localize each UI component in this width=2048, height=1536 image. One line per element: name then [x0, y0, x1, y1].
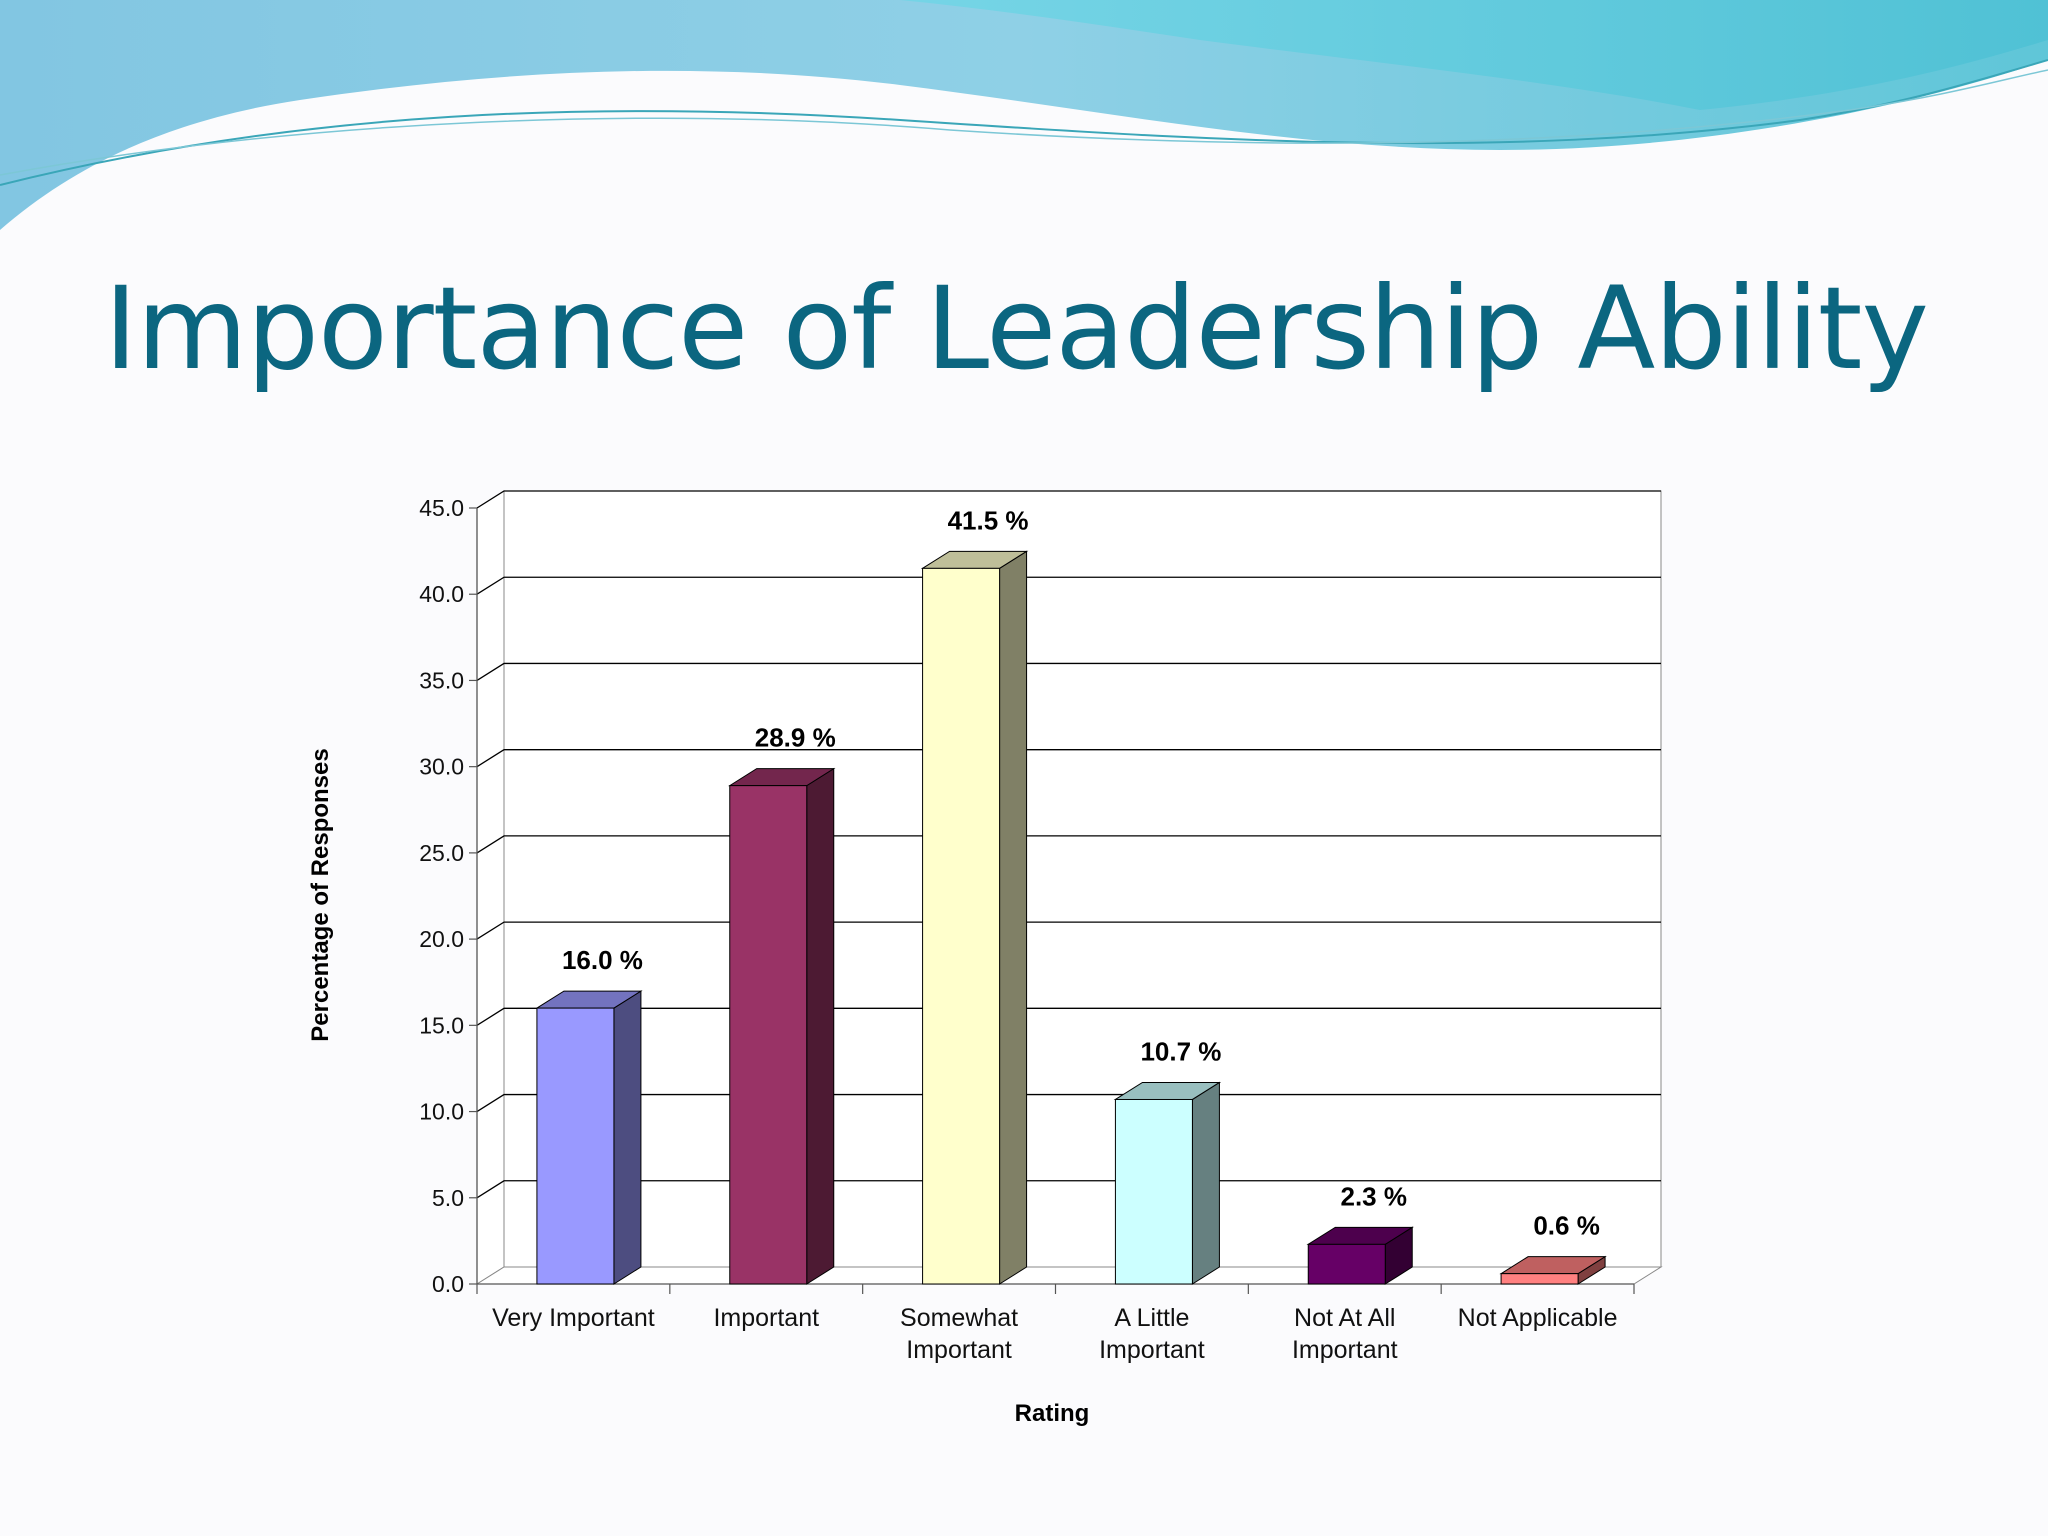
data-label: 16.0 %	[562, 945, 643, 975]
gridline	[476, 576, 1661, 595]
chart-back-wall	[503, 490, 1662, 1268]
bar-front	[536, 1007, 615, 1285]
bar-front	[922, 567, 1001, 1285]
x-category-label: Not Applicable	[1458, 1304, 1618, 1332]
gridline	[476, 921, 1661, 940]
x-category-label: Not At All	[1294, 1304, 1395, 1332]
chart-side-wall	[476, 490, 505, 1285]
bar	[920, 550, 1029, 1285]
y-tick-label: 5.0	[432, 1185, 464, 1211]
gridline	[476, 1007, 1661, 1026]
chart-floor	[475, 1266, 1663, 1285]
data-label: 10.7 %	[1140, 1036, 1221, 1066]
y-tick-label: 20.0	[419, 926, 464, 952]
x-category-label: Important	[1292, 1336, 1398, 1364]
bar	[535, 990, 643, 1285]
y-tick-label: 0.0	[432, 1271, 464, 1297]
y-axis-title: Percentage of Responses	[307, 748, 334, 1041]
bar	[728, 767, 836, 1285]
x-category-label: Very Important	[492, 1304, 655, 1332]
y-tick-label: 30.0	[419, 754, 464, 780]
bar-side	[613, 990, 642, 1285]
slide-title: Importance of Leadership Ability	[104, 262, 1929, 395]
bar	[1113, 1081, 1222, 1285]
bar-side	[806, 767, 835, 1285]
y-tick-label: 15.0	[419, 1012, 464, 1038]
gridline	[476, 749, 1661, 768]
gridline	[476, 662, 1661, 681]
bar	[1499, 1255, 1607, 1285]
x-category-label: Important	[713, 1304, 819, 1332]
bar-front	[1307, 1243, 1386, 1285]
bar-front	[729, 785, 808, 1285]
y-tick-label: 35.0	[419, 667, 464, 693]
y-tick-label: 25.0	[419, 840, 464, 866]
data-label: 41.5 %	[948, 505, 1029, 535]
bar-front	[1114, 1098, 1193, 1285]
x-category-label: Somewhat	[900, 1304, 1018, 1332]
x-category-label: Important	[1099, 1336, 1205, 1364]
y-tick-label: 45.0	[419, 495, 464, 521]
data-label: 2.3 %	[1341, 1181, 1408, 1211]
data-label: 0.6 %	[1533, 1211, 1600, 1241]
gridline	[476, 1093, 1661, 1113]
bar-side	[1191, 1081, 1220, 1285]
x-category-label: Important	[906, 1336, 1012, 1364]
y-tick-label: 10.0	[419, 1099, 464, 1125]
x-axis-title: Rating	[1015, 1400, 1090, 1427]
x-category-label: A Little	[1114, 1304, 1189, 1332]
bar	[1306, 1226, 1414, 1285]
data-label: 28.9 %	[755, 723, 836, 753]
header-wave-decoration	[0, 0, 2048, 230]
gridline	[476, 835, 1661, 854]
gridline	[476, 1180, 1661, 1199]
bar-front	[1500, 1273, 1579, 1285]
gridline	[476, 490, 1661, 509]
bar-side	[999, 550, 1028, 1285]
y-tick-label: 40.0	[419, 581, 464, 607]
